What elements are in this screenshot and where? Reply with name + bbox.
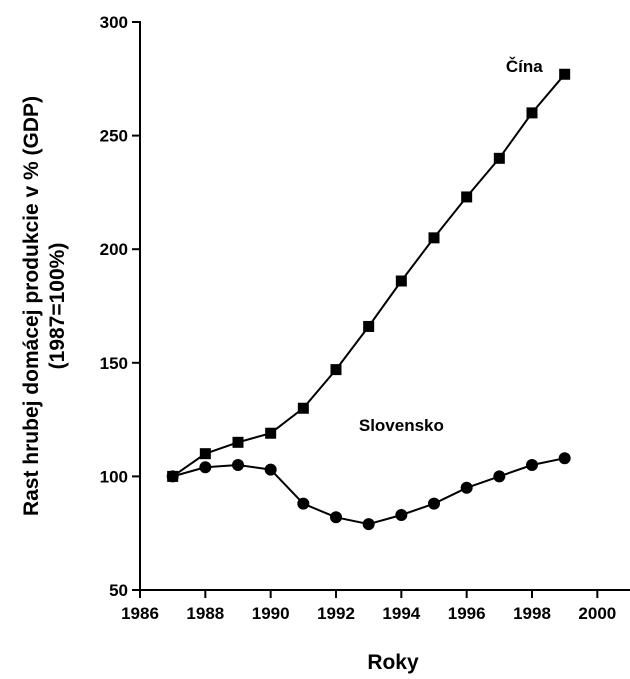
data-point-cina — [493, 152, 505, 164]
x-tick-label: 1986 — [121, 604, 159, 623]
series-label-cina: Čína — [506, 57, 543, 76]
y-tick-label: 250 — [100, 127, 128, 146]
data-point-slovensko — [297, 497, 310, 510]
data-point-slovensko — [199, 461, 212, 474]
data-point-cina — [297, 402, 309, 414]
data-point-slovensko — [362, 518, 375, 531]
x-axis-title: Roky — [367, 651, 419, 674]
x-tick-label: 1996 — [448, 604, 486, 623]
y-tick-label: 150 — [100, 354, 128, 373]
y-tick-label: 300 — [100, 13, 128, 32]
series-line-slovensko — [172, 457, 565, 526]
x-tick-label: 1992 — [317, 604, 355, 623]
data-point-cina — [428, 232, 440, 244]
data-point-cina — [265, 427, 277, 439]
x-tick-label: 1990 — [252, 604, 290, 623]
data-point-slovensko — [460, 481, 473, 494]
data-point-cina — [526, 107, 538, 119]
data-point-cina — [199, 448, 211, 460]
data-point-slovensko — [166, 470, 179, 483]
series-label-slovensko: Slovensko — [359, 416, 444, 435]
data-point-slovensko — [395, 509, 408, 522]
x-ticks: 1986 1988 1990 1992 1994 1996 1998 2000 — [121, 590, 616, 623]
data-point-cina — [559, 68, 571, 80]
x-tick-label: 1994 — [382, 604, 420, 623]
data-point-cina — [232, 436, 244, 448]
series-layer — [166, 68, 571, 531]
x-tick-label: 1998 — [513, 604, 551, 623]
y-axis-title-line-1: Rast hrubej domácej produkcie v % (GDP) — [20, 96, 43, 516]
data-point-slovensko — [264, 463, 277, 476]
y-tick-label: 200 — [100, 240, 128, 259]
x-tick-label: 2000 — [578, 604, 616, 623]
y-tick-label: 50 — [109, 581, 128, 600]
axes — [139, 21, 630, 591]
data-point-cina — [363, 320, 375, 332]
data-point-slovensko — [493, 470, 506, 483]
data-point-cina — [395, 275, 407, 287]
y-tick-label: 100 — [100, 467, 128, 486]
data-point-slovensko — [558, 452, 571, 465]
data-point-slovensko — [526, 459, 538, 472]
data-point-cina — [330, 364, 342, 376]
y-ticks: 50 100 150 200 250 300 — [100, 13, 140, 600]
data-point-slovensko — [428, 497, 440, 510]
data-point-cina — [461, 191, 473, 203]
data-point-slovensko — [232, 459, 244, 472]
data-point-slovensko — [330, 511, 342, 524]
x-tick-label: 1988 — [186, 604, 224, 623]
y-axis-title-line-2: (1987=100%) — [46, 243, 69, 370]
